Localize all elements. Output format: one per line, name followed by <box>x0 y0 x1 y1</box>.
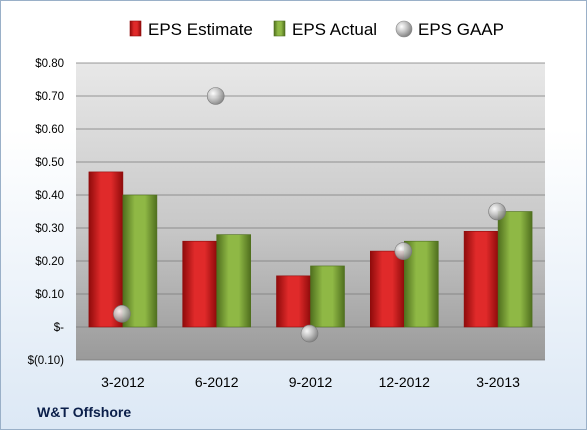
y-tick-label: $0.30 <box>35 223 64 235</box>
bar-eps-actual-6-2012 <box>216 234 251 328</box>
y-tick-label: $0.20 <box>35 256 64 268</box>
company-label: W&T Offshore <box>37 404 131 420</box>
chart-legend: EPS Estimate EPS Actual EPS GAAP <box>129 20 504 39</box>
gaap-markers <box>113 87 506 343</box>
y-tick-label: $0.10 <box>35 289 64 301</box>
bars <box>88 171 533 328</box>
marker-eps-gaap-9-2012 <box>300 324 319 343</box>
bar-eps-estimate-6-2012 <box>182 240 217 328</box>
marker-eps-gaap-3-2013 <box>488 202 506 221</box>
y-tick-label: $0.50 <box>35 157 64 169</box>
x-axis-labels: 3-2012 6-2012 9-2012 12-2012 3-2013 <box>101 374 520 390</box>
y-axis-ticks: $(0.10) $- $0.10 $0.20 $0.30 $0.40 $0.50 $0.60 $… <box>28 58 65 367</box>
x-tick-label: 3-2012 <box>101 374 145 390</box>
y-tick-label: $0.70 <box>35 91 64 103</box>
legend-label-eps-gaap: EPS GAAP <box>418 20 504 39</box>
legend-marker-eps-gaap <box>395 20 413 38</box>
bar-eps-estimate-9-2012 <box>276 275 311 328</box>
marker-eps-gaap-6-2012 <box>206 87 225 105</box>
bar-eps-estimate-3-2012 <box>88 171 124 328</box>
x-tick-label: 12-2012 <box>379 374 431 390</box>
y-tick-label: $0.60 <box>35 124 64 136</box>
bar-eps-actual-9-2012 <box>310 265 345 328</box>
y-tick-label: $0.40 <box>35 190 64 202</box>
x-tick-label: 6-2012 <box>195 374 239 390</box>
bar-eps-estimate-12-2012 <box>369 250 405 328</box>
x-tick-label: 3-2013 <box>476 374 520 390</box>
bar-eps-actual-3-2013 <box>497 211 533 328</box>
legend-label-eps-estimate: EPS Estimate <box>148 20 253 39</box>
x-tick-label: 9-2012 <box>289 374 333 390</box>
bar-eps-estimate-3-2013 <box>463 231 499 328</box>
legend-swatch-eps-estimate <box>129 20 142 37</box>
y-tick-label: $(0.10) <box>28 355 65 367</box>
marker-eps-gaap-3-2012 <box>113 304 131 323</box>
legend-label-eps-actual: EPS Actual <box>292 20 377 39</box>
legend-swatch-eps-actual <box>273 20 286 37</box>
bar-eps-actual-3-2012 <box>122 194 158 328</box>
y-tick-label: $0.80 <box>35 58 64 70</box>
marker-eps-gaap-12-2012 <box>394 242 413 260</box>
y-tick-label: $- <box>54 322 64 334</box>
